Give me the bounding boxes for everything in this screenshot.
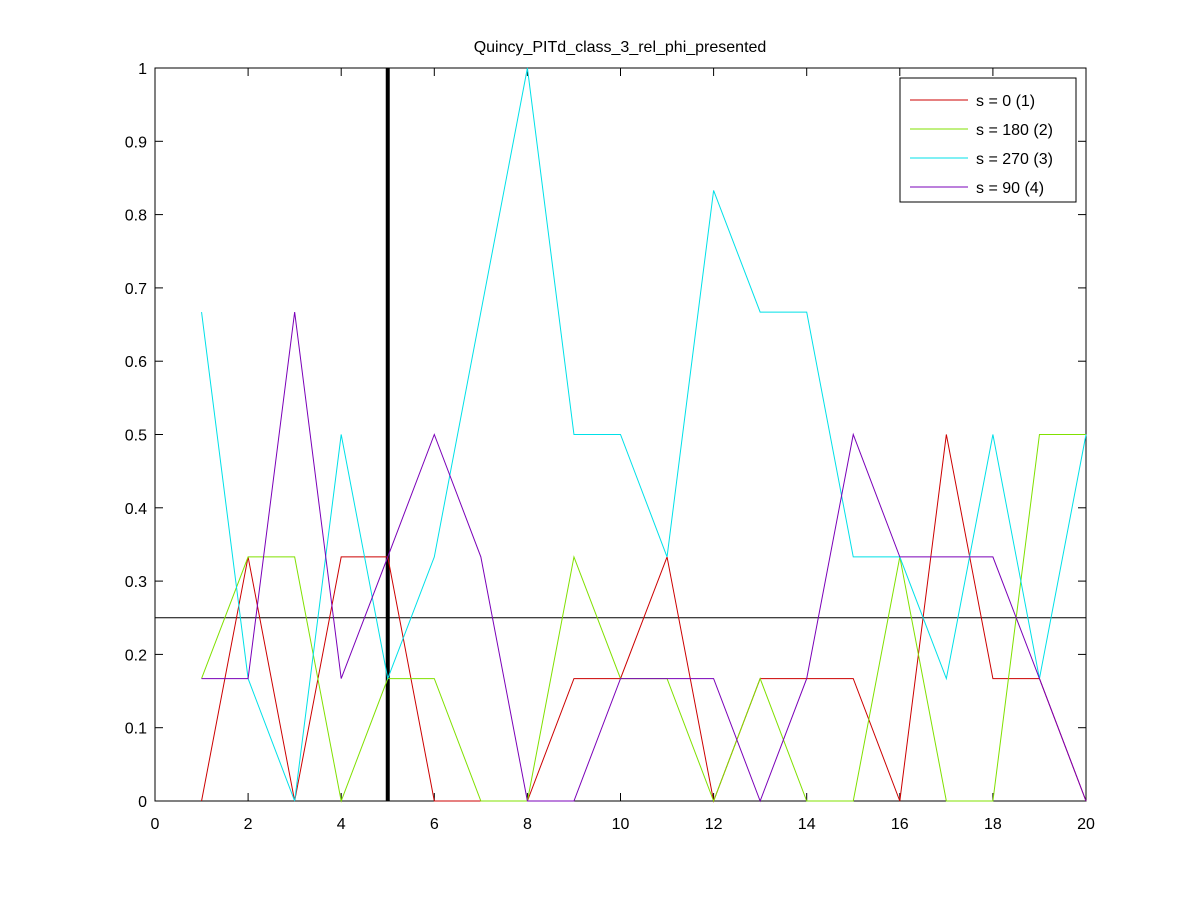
y-tick-label: 0 [138,794,147,811]
series-lines [201,67,1087,803]
y-tick-label: 0.8 [125,208,147,225]
x-tick-label: 14 [798,816,816,833]
legend-label-1: s = 0 (1) [976,93,1035,110]
y-tick-label: 0.6 [125,354,147,371]
chart-title: Quincy_PITd_class_3_rel_phi_presented [474,39,767,56]
legend: s = 0 (1) s = 180 (2) s = 270 (3) s = 90 (4… [899,77,1077,203]
x-tick-label: 4 [337,816,346,833]
series-line-1 [201,434,1087,803]
x-tick-label: 18 [984,816,1002,833]
x-tick-label: 16 [891,816,909,833]
y-tick-label: 0.1 [125,721,147,738]
y-tick-label: 1 [138,61,147,78]
x-tick-label: 20 [1077,816,1095,833]
series-line-3 [201,67,1087,802]
x-tick-label: 10 [612,816,630,833]
legend-label-2: s = 180 (2) [976,122,1053,139]
legend-label-3: s = 270 (3) [976,151,1053,168]
y-tick-label: 0.3 [125,574,147,591]
x-tick-label: 12 [705,816,723,833]
y-tick-label: 0.4 [125,501,147,518]
x-tick-label: 2 [244,816,253,833]
legend-box [899,77,1077,203]
legend-label-4: s = 90 (4) [976,180,1044,197]
series-line-4 [201,312,1087,803]
x-tick-label: 0 [151,816,160,833]
y-tick-label: 0.9 [125,134,147,151]
x-tick-label: 8 [523,816,532,833]
y-tick-label: 0.7 [125,281,147,298]
y-tick-label: 0.5 [125,428,147,445]
x-tick-label: 6 [430,816,439,833]
axis-ticks: 0 2 4 6 8 10 12 14 16 18 20 0 0.1 0.2 0.3 0.4 0.5 0.6 0.7 0… [125,61,1095,833]
y-tick-label: 0.2 [125,647,147,664]
